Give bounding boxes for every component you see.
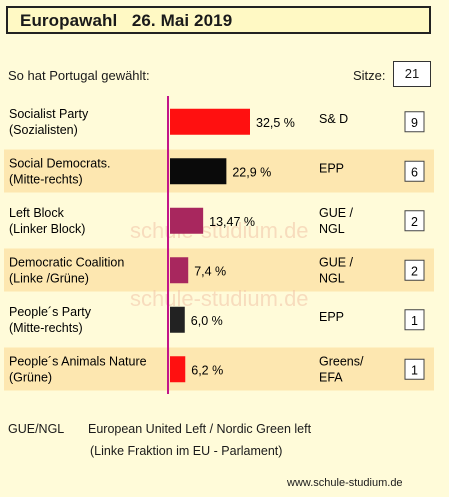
bar [170, 108, 250, 135]
value-label: 6,2 % [191, 363, 223, 377]
seat-count: 1 [411, 314, 418, 328]
seats-label: Sitze: [353, 68, 386, 83]
bar [170, 356, 186, 383]
party-subname: (Mitte-rechts) [9, 321, 83, 335]
bar [170, 158, 227, 185]
footnote-line2: (Linke Fraktion im EU - Parlament) [90, 444, 283, 458]
source-credit: www.schule-studium.de [287, 477, 403, 489]
group-label: EFA [319, 370, 343, 384]
seat-count: 9 [411, 116, 418, 130]
row-band [4, 248, 434, 292]
group-label: EPP [319, 310, 344, 324]
party-subname: (Sozialisten) [9, 123, 78, 137]
seat-count: 1 [411, 363, 418, 377]
party-subname: (Grüne) [9, 370, 52, 384]
value-label: 7,4 % [194, 264, 226, 278]
seat-box [404, 358, 425, 380]
party-name: People´s Animals Nature [9, 354, 147, 368]
value-label: 13,47 % [209, 215, 255, 229]
row-band [4, 347, 434, 391]
value-label: 6,0 % [191, 314, 223, 328]
party-name: Socialist Party [9, 107, 89, 121]
party-name: People´s Party [9, 305, 92, 319]
title-box: Europawahl 26. Mai 2019 [6, 6, 431, 34]
seat-box [404, 309, 425, 331]
seat-box [404, 210, 425, 232]
party-subname: (Mitte-rechts) [9, 172, 83, 186]
seat-box [404, 160, 425, 182]
watermark: schule-studium.de [130, 286, 309, 311]
party-name: Social Democrats. [9, 156, 110, 170]
party-subname: (Linke /Grüne) [9, 271, 89, 285]
party-name: Left Block [9, 206, 65, 220]
group-label: GUE / [319, 206, 354, 220]
seat-count: 6 [411, 165, 418, 179]
seat-box [404, 111, 425, 133]
seat-box [404, 259, 425, 281]
bar [170, 257, 189, 284]
value-label: 32,5 % [256, 116, 295, 130]
bar [170, 207, 204, 234]
footnote-line1: European United Left / Nordic Green left [88, 422, 312, 436]
party-subname: (Linker Block) [9, 222, 85, 236]
group-label: NGL [319, 222, 345, 236]
value-label: 22,9 % [232, 165, 271, 179]
footnote-abbr: GUE/NGL [8, 422, 65, 436]
group-label: Greens/ [319, 354, 364, 368]
group-label: EPP [319, 161, 344, 175]
group-label: NGL [319, 271, 345, 285]
watermark: schule-studium.de [130, 218, 309, 243]
seat-count: 2 [411, 215, 418, 229]
seat-count: 2 [411, 264, 418, 278]
group-label: S& D [319, 112, 348, 126]
chart-title: Europawahl 26. Mai 2019 [20, 11, 233, 30]
group-label: GUE / [319, 255, 354, 269]
chart-subtitle: So hat Portugal gewählt: [8, 68, 150, 83]
bar [170, 306, 185, 333]
seats-total: 21 [393, 61, 431, 87]
party-name: Democratic Coalition [9, 255, 124, 269]
